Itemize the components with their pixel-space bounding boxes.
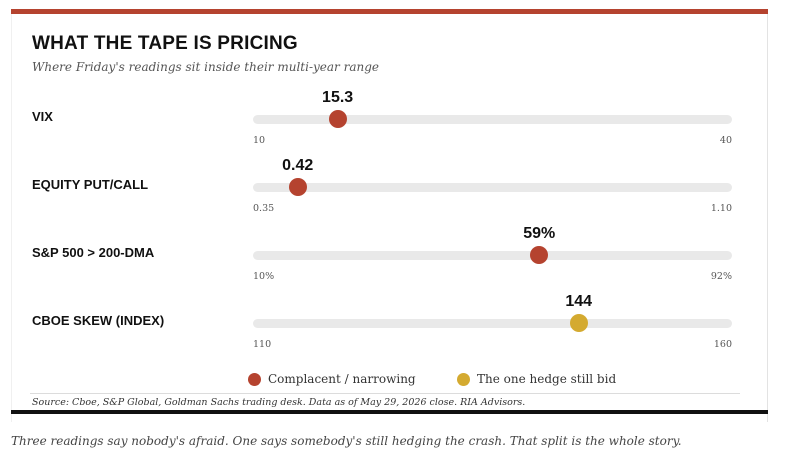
row-label: S&P 500 > 200-DMA: [32, 245, 155, 260]
range-min-label: 10: [253, 135, 266, 146]
value-label: 15.3: [322, 89, 354, 106]
value-label: 0.42: [282, 157, 314, 174]
legend-item-hedge: The one hedge still bid: [457, 371, 616, 387]
range-min-label: 10%: [253, 271, 275, 282]
source-divider: [30, 393, 740, 394]
legend-label-hedge: The one hedge still bid: [477, 372, 617, 386]
chart-subtitle: Where Friday's readings sit inside their…: [32, 60, 379, 74]
range-max-label: 40: [719, 135, 732, 146]
range-track: [253, 183, 732, 192]
range-max-label: 92%: [710, 271, 732, 282]
value-label: 144: [565, 293, 593, 310]
range-min-label: 110: [253, 339, 272, 350]
range-track: [253, 115, 732, 124]
value-label: 59%: [523, 225, 556, 242]
row-label: VIX: [32, 109, 53, 124]
source-note: Source: Cboe, S&P Global, Goldman Sachs …: [32, 397, 526, 408]
value-dot: [328, 110, 347, 128]
row-label: EQUITY PUT/CALL: [32, 177, 149, 192]
value-dot: [288, 178, 307, 196]
chart-title: WHAT THE TAPE IS PRICING: [32, 33, 298, 54]
chart-card: [11, 9, 768, 413]
range-min-label: 0.35: [253, 203, 275, 214]
range-track: [253, 251, 732, 260]
legend-swatch-hedge: [457, 372, 470, 386]
caption: Three readings say nobody's afraid. One …: [11, 434, 682, 448]
legend-item-complacent: Complacent / narrowing: [248, 371, 416, 387]
range-max-label: 160: [713, 339, 732, 350]
range-max-label: 1.10: [710, 203, 732, 214]
value-dot: [530, 246, 549, 264]
legend-label-complacent: Complacent / narrowing: [268, 372, 416, 386]
legend-swatch-complacent: [248, 372, 261, 386]
range-track: [253, 319, 732, 328]
row-label: CBOE SKEW (INDEX): [32, 313, 165, 328]
bottom-rule: [11, 410, 768, 414]
value-dot: [569, 314, 588, 332]
